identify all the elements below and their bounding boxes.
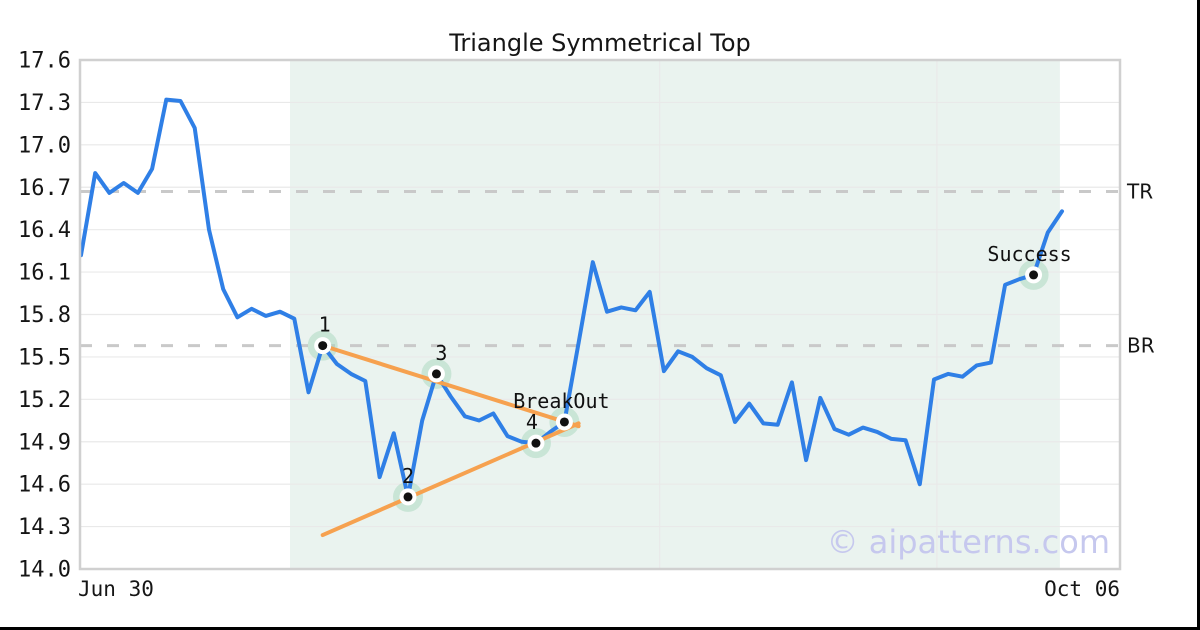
y-axis-ticks: 14.0 14.3 14.6 14.9 15.2 15.5 15.8 16.1 16.4 16.7… [18, 49, 71, 583]
y-tick-label: 14.6 [18, 473, 71, 498]
y-tick-label: 14.0 [18, 558, 71, 583]
marker-dot [559, 417, 569, 427]
marker-label-3: 3 [435, 341, 447, 365]
marker-dot [1029, 270, 1039, 280]
marker-label-success: Success [987, 242, 1071, 266]
tr-line-label: TR [1126, 179, 1153, 203]
y-tick-label: 16.1 [18, 261, 71, 286]
price-line [79, 97, 1064, 499]
marker-label-breakout: BreakOut [513, 389, 609, 413]
plot-border [78, 58, 1122, 571]
marker-dot [318, 341, 328, 351]
watermark: © aipatterns.com [827, 523, 1110, 561]
x-axis-label-end: Oct 06 [1044, 577, 1120, 601]
frame-edge-right [1197, 0, 1200, 630]
price-line-layer [79, 97, 1064, 499]
marker-label-4: 4 [526, 410, 538, 434]
marker-label-2: 2 [402, 464, 414, 488]
y-tick-label: 15.2 [18, 388, 71, 413]
y-tick-label: 16.7 [18, 176, 71, 201]
x-axis-label-start: Jun 30 [78, 577, 154, 601]
y-tick-label: 14.9 [18, 430, 71, 455]
y-tick-label: 17.3 [18, 91, 71, 116]
y-tick-label: 17.6 [18, 49, 71, 74]
y-tick-label: 16.4 [18, 218, 71, 243]
marker-dot [531, 438, 541, 448]
marker-dot [431, 369, 441, 379]
marker-label-1: 1 [319, 313, 331, 337]
marker-dot-layer [314, 266, 1043, 506]
gridline-layer [80, 60, 1120, 569]
br-line-label: BR [1127, 334, 1155, 358]
marker-dot [403, 492, 413, 502]
chart-title: Triangle Symmetrical Top [448, 29, 751, 57]
y-tick-label: 15.8 [18, 303, 71, 328]
y-tick-label: 15.5 [18, 345, 71, 370]
upper-trendline [320, 343, 581, 429]
y-tick-label: 17.0 [18, 133, 71, 158]
target-lines-layer: TR BR [80, 179, 1155, 358]
y-tick-label: 14.3 [18, 515, 71, 540]
frame-edge-bottom [0, 627, 1200, 630]
